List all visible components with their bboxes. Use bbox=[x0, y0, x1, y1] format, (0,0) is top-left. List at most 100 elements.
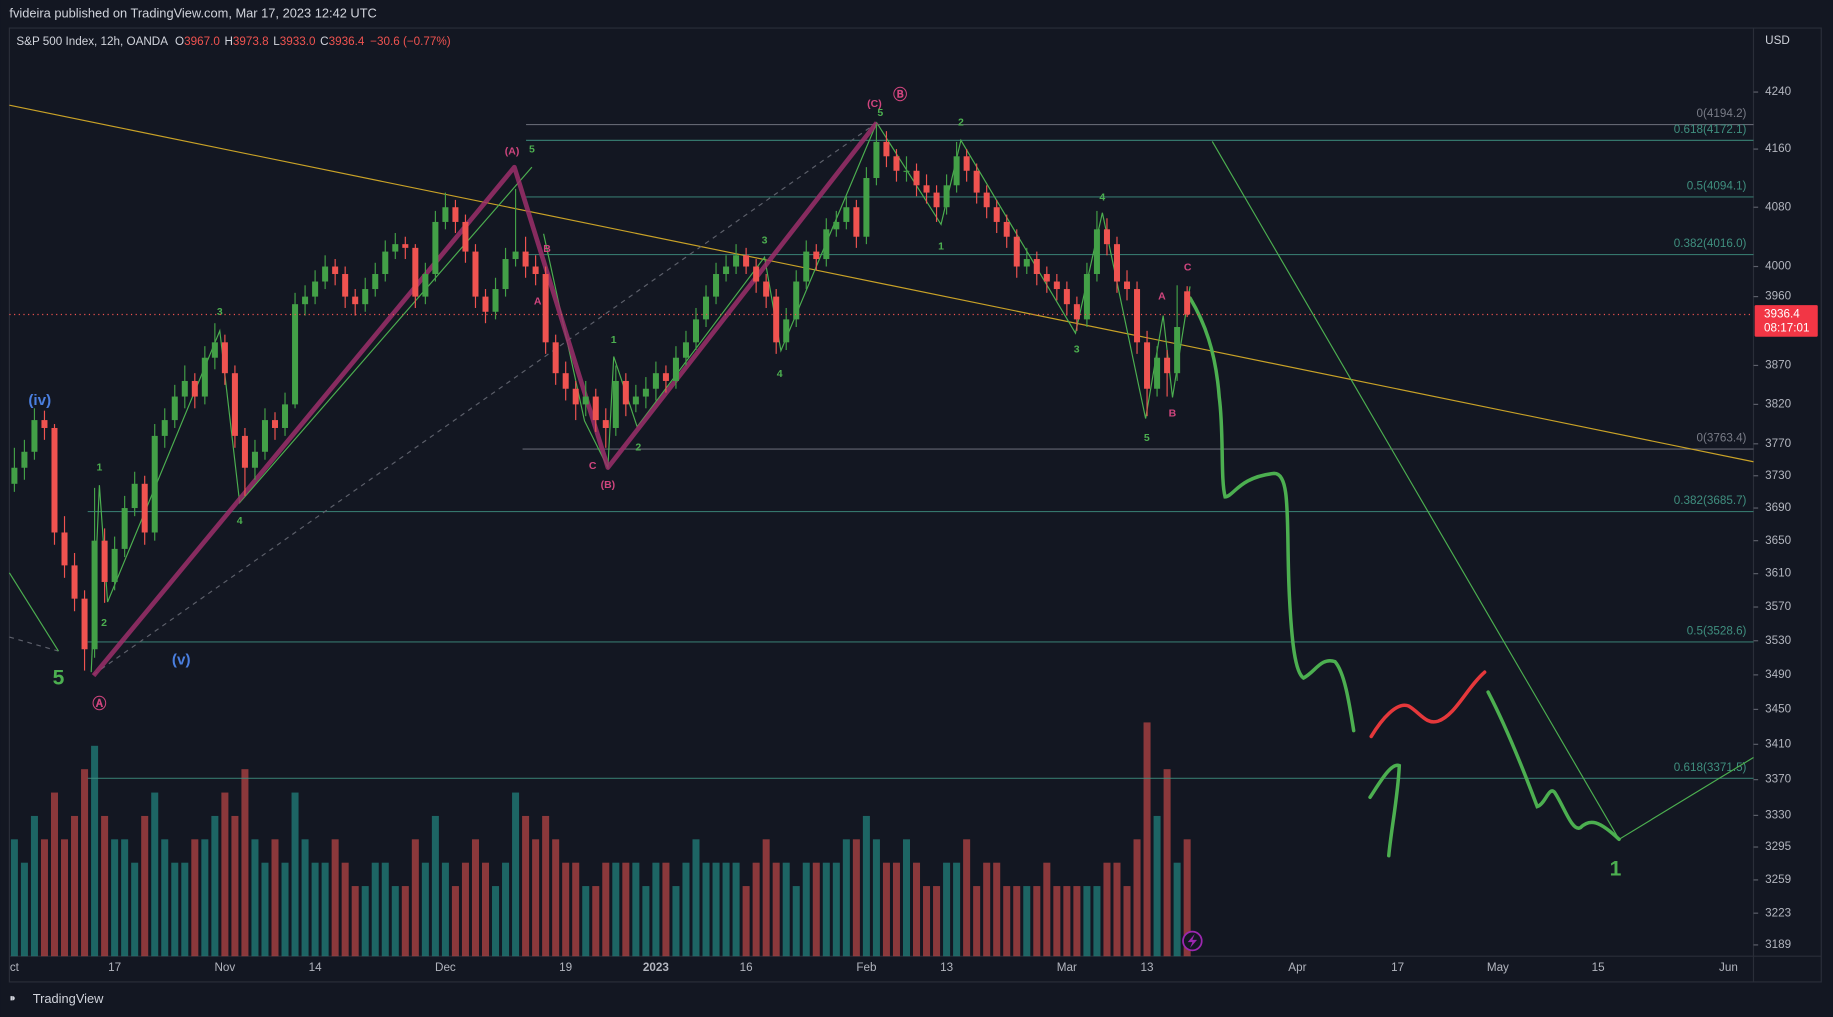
candle-body bbox=[1113, 244, 1120, 282]
volume-bar bbox=[983, 862, 991, 957]
y-tick-label: 3610 bbox=[1765, 567, 1791, 580]
candle-body bbox=[492, 289, 499, 312]
volume-bar bbox=[963, 839, 971, 957]
candle-body bbox=[803, 251, 810, 282]
volume-bar bbox=[612, 862, 620, 957]
volume-bar bbox=[842, 839, 850, 957]
y-tick-label: 4000 bbox=[1765, 260, 1791, 273]
volume-bar bbox=[341, 862, 349, 957]
candle-body bbox=[422, 274, 429, 297]
y-tick-label: 3820 bbox=[1765, 397, 1791, 410]
projection-path bbox=[1486, 690, 1621, 842]
candle-body bbox=[171, 396, 178, 421]
candle-body bbox=[632, 396, 639, 405]
x-tick-label: 2023 bbox=[643, 961, 669, 974]
fib-label: 0.382(4016.0) bbox=[1674, 237, 1747, 250]
brand: TradingView bbox=[33, 991, 104, 1006]
candle-body bbox=[1093, 229, 1100, 275]
wave-label: (iv) bbox=[28, 392, 51, 409]
candle-body bbox=[1184, 291, 1191, 315]
volume-bar bbox=[131, 862, 139, 957]
candle-body bbox=[743, 255, 750, 267]
candle-body bbox=[51, 427, 58, 533]
candle-body bbox=[622, 380, 629, 405]
y-tick-label: 3330 bbox=[1765, 808, 1791, 821]
candle-body bbox=[161, 420, 168, 436]
volume-bar bbox=[752, 862, 760, 957]
volume-bar bbox=[411, 839, 419, 957]
volume-bar bbox=[361, 886, 369, 957]
candle-body bbox=[923, 185, 930, 193]
volume-bar bbox=[261, 862, 269, 957]
candle-body bbox=[542, 274, 549, 343]
candle-body bbox=[282, 404, 289, 428]
y-tick-label: 3410 bbox=[1765, 737, 1791, 750]
volume-bar bbox=[742, 886, 750, 957]
candle-body bbox=[231, 373, 238, 436]
volume-bar bbox=[1103, 862, 1111, 957]
volume-bar bbox=[1133, 839, 1141, 957]
candle-body bbox=[211, 342, 218, 358]
symbol: S&P 500 Index, 12h, OANDA bbox=[16, 35, 168, 48]
volume-bar bbox=[973, 886, 981, 957]
y-tick-label: 3490 bbox=[1765, 668, 1791, 681]
volume-bar bbox=[181, 862, 189, 957]
volume-bar bbox=[311, 862, 319, 957]
fib-layer: 0(4194.2) 0.618(4172.1) 0.5(4094.1) 0.382(4… bbox=[87, 107, 1754, 779]
candle-body bbox=[783, 319, 790, 343]
candle-body bbox=[963, 156, 970, 171]
candle-body bbox=[973, 170, 980, 193]
volume-bar bbox=[582, 886, 590, 957]
wave-label: 2 bbox=[101, 617, 107, 629]
fib-label: 0(4194.2) bbox=[1696, 107, 1746, 120]
wave-label: 4 bbox=[237, 515, 243, 527]
volume-bar bbox=[923, 886, 931, 957]
volume-bar bbox=[121, 839, 129, 957]
candle-body bbox=[703, 296, 710, 320]
candle-body bbox=[853, 207, 860, 237]
candle-body bbox=[131, 483, 138, 509]
x-tick-label: Mar bbox=[1057, 961, 1077, 974]
wave-label: 4 bbox=[777, 368, 783, 380]
wave-label: 5 bbox=[877, 107, 883, 119]
candle-body bbox=[312, 281, 319, 297]
candle-body bbox=[11, 467, 18, 484]
volume-bar bbox=[10, 839, 18, 957]
volume-bar bbox=[832, 862, 840, 957]
brand-logo: ⁍ bbox=[9, 991, 15, 1006]
volume-bar bbox=[642, 886, 650, 957]
volume-bar bbox=[532, 839, 540, 957]
candle-body bbox=[652, 373, 659, 389]
volume-bar bbox=[201, 839, 209, 957]
volume-bar bbox=[852, 839, 860, 957]
candle-body bbox=[1023, 259, 1030, 267]
volume-bar bbox=[331, 839, 339, 957]
candle-body bbox=[1154, 357, 1161, 389]
volume-bar bbox=[191, 839, 199, 957]
x-tick-label: 16 bbox=[740, 961, 753, 974]
currency: USD bbox=[1765, 34, 1790, 47]
price-tag-value: 3936.4 bbox=[1764, 308, 1800, 321]
ohlc-key: C bbox=[320, 35, 328, 48]
candle-body bbox=[1144, 342, 1151, 389]
y-tick-label: 3770 bbox=[1765, 437, 1791, 450]
wave-label: (A) bbox=[505, 146, 520, 158]
candle-body bbox=[151, 435, 158, 533]
wave-label: C bbox=[589, 460, 597, 472]
price-tag-countdown: 08:17:01 bbox=[1764, 322, 1809, 335]
wave-label: (C) bbox=[867, 98, 882, 110]
candle-body bbox=[672, 357, 679, 381]
candle-body bbox=[692, 319, 700, 343]
volume-bar bbox=[71, 815, 79, 957]
y-tick-label: 3450 bbox=[1765, 702, 1791, 715]
x-tick-label: May bbox=[1487, 961, 1509, 974]
volume-bar bbox=[712, 862, 720, 957]
candle-body bbox=[873, 141, 880, 179]
volume-bar bbox=[792, 886, 800, 957]
wave-label: 2 bbox=[635, 441, 641, 453]
volume-bar bbox=[1163, 769, 1171, 957]
y-tick-label: 3189 bbox=[1765, 938, 1791, 951]
wave-label: B bbox=[1169, 408, 1177, 420]
